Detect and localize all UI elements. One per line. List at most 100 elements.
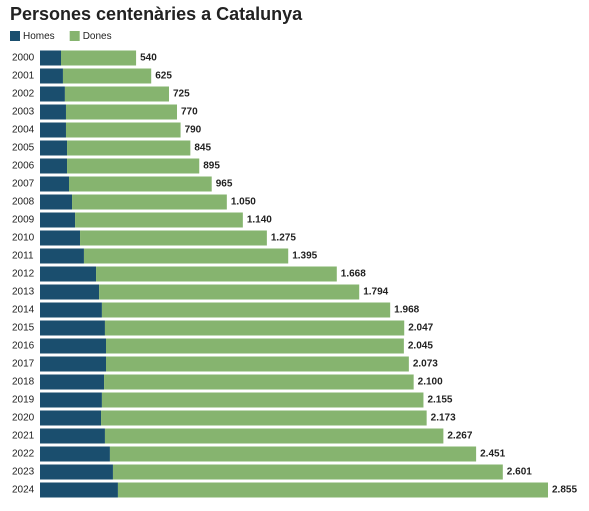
total-label: 1.794: [363, 287, 388, 298]
y-tick-label: 2020: [12, 413, 35, 424]
total-label: 1.050: [231, 197, 256, 208]
y-tick-label: 2023: [12, 467, 35, 478]
y-tick-label: 2004: [12, 125, 35, 136]
total-label: 2.173: [431, 413, 456, 424]
y-tick-label: 2012: [12, 269, 35, 280]
bar-segment: [40, 68, 63, 84]
bar-segment: [106, 356, 409, 372]
bar-segment: [40, 356, 107, 372]
y-tick-label: 2005: [12, 143, 35, 154]
y-tick-label: 2011: [12, 251, 34, 262]
y-tick-label: 2000: [12, 53, 35, 64]
bar-segment: [40, 86, 65, 102]
y-tick-label: 2007: [12, 179, 35, 190]
total-label: 790: [185, 125, 202, 136]
bar-segment: [72, 194, 227, 210]
bar-segment: [69, 176, 212, 192]
legend-swatch: [69, 31, 80, 41]
y-tick-label: 2016: [12, 341, 35, 352]
total-label: 2.155: [427, 395, 452, 406]
total-label: 2.855: [552, 485, 577, 496]
y-tick-label: 2015: [12, 323, 35, 334]
bar-segment: [40, 464, 113, 480]
bar-segment: [40, 446, 110, 462]
total-label: 845: [194, 143, 211, 154]
bar-segment: [101, 410, 427, 426]
total-label: 895: [203, 161, 220, 172]
total-label: 2.073: [413, 359, 438, 370]
bar-segment: [40, 374, 105, 390]
bar-segment: [101, 392, 424, 408]
total-label: 1.140: [247, 215, 272, 226]
legend-label: Dones: [83, 31, 112, 42]
bar-segment: [96, 266, 337, 282]
total-label: 1.668: [341, 269, 366, 280]
total-label: 965: [216, 179, 233, 190]
y-tick-label: 2001: [12, 71, 35, 82]
total-label: 625: [155, 71, 172, 82]
bar-segment: [60, 50, 137, 66]
y-tick-label: 2008: [12, 197, 35, 208]
bar-segment: [40, 158, 68, 174]
bar-segment: [80, 230, 267, 246]
total-label: 725: [173, 89, 190, 100]
y-tick-label: 2010: [12, 233, 35, 244]
bar-segment: [117, 482, 549, 498]
y-tick-label: 2006: [12, 161, 35, 172]
bar-segment: [40, 320, 105, 336]
total-label: 1.275: [271, 233, 296, 244]
total-label: 2.100: [418, 377, 443, 388]
legend-label: Homes: [23, 31, 55, 42]
bar-segment: [40, 410, 102, 426]
bar-segment: [40, 50, 61, 66]
bar-segment: [40, 122, 66, 138]
y-tick-label: 2017: [12, 359, 35, 370]
total-label: 540: [140, 53, 157, 64]
bar-segment: [104, 374, 414, 390]
bar-segment: [40, 284, 100, 300]
legend-swatch: [10, 31, 20, 41]
bar-segment: [75, 212, 243, 228]
y-tick-label: 2003: [12, 107, 35, 118]
bar-segment: [65, 104, 178, 120]
y-tick-label: 2013: [12, 287, 35, 298]
bar-segment: [40, 392, 102, 408]
bar-segment: [67, 158, 200, 174]
chart-title: Persones centenàries a Catalunya: [10, 4, 303, 24]
bar-segment: [40, 140, 68, 156]
bar-segment: [40, 104, 66, 120]
total-label: 2.047: [408, 323, 433, 334]
bar-segment: [40, 194, 73, 210]
bar-segment: [40, 428, 105, 444]
bar-segment: [112, 464, 503, 480]
total-label: 2.045: [408, 341, 433, 352]
bar-segment: [40, 230, 81, 246]
bar-segment: [104, 320, 405, 336]
bar-segment: [104, 428, 444, 444]
bar-segment: [40, 482, 118, 498]
bar-segment: [65, 122, 181, 138]
total-label: 2.451: [480, 449, 505, 460]
total-label: 1.968: [394, 305, 419, 316]
bar-segment: [40, 302, 102, 318]
y-tick-label: 2021: [12, 431, 35, 442]
bar-segment: [64, 86, 170, 102]
y-tick-label: 2009: [12, 215, 35, 226]
bar-segment: [101, 302, 391, 318]
bar-segment: [40, 266, 97, 282]
bar-segment: [40, 248, 84, 264]
y-tick-label: 2014: [12, 305, 35, 316]
total-label: 1.395: [292, 251, 317, 262]
y-tick-label: 2019: [12, 395, 35, 406]
bar-segment: [83, 248, 289, 264]
bar-segment: [40, 338, 107, 354]
y-tick-label: 2018: [12, 377, 35, 388]
bar-segment: [40, 176, 70, 192]
y-tick-label: 2024: [12, 485, 35, 496]
total-label: 2.601: [507, 467, 532, 478]
bar-segment: [109, 446, 477, 462]
bar-segment: [40, 212, 76, 228]
bar-segment: [99, 284, 360, 300]
bar-segment: [106, 338, 404, 354]
